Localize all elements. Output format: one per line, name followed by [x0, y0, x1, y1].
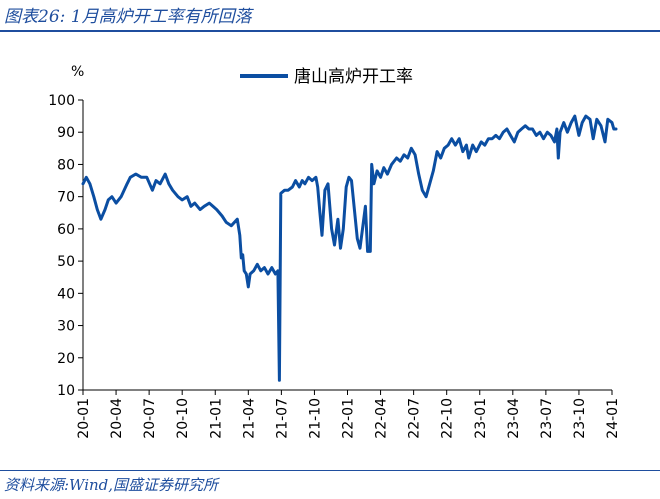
y-tick-label: 10	[57, 383, 75, 399]
x-tick-label: 24-01	[605, 398, 621, 439]
y-tick-label: 80	[57, 157, 75, 173]
x-tick-label: 22-01	[341, 398, 357, 439]
y-tick-label: 30	[57, 319, 75, 335]
source-note: 资料来源:Wind,国盛证券研究所	[4, 476, 219, 494]
legend: 唐山高炉开工率	[240, 66, 413, 87]
x-tick-label: 22-04	[374, 398, 390, 439]
y-tick-label: 40	[57, 286, 75, 302]
y-tick-label: 20	[57, 351, 75, 367]
x-tick-label: 22-10	[440, 398, 456, 439]
figure-title: 图表26: 1月高炉开工率有所回落	[4, 7, 252, 27]
series-layer	[81, 114, 618, 382]
axes	[78, 99, 613, 395]
x-tick-label: 20-10	[175, 398, 191, 439]
x-tick-label: 21-04	[241, 398, 257, 439]
y-tick-label: 100	[48, 93, 75, 109]
y-tick-label: 70	[57, 190, 75, 206]
y-tick-label: 60	[57, 222, 75, 238]
legend-label: 唐山高炉开工率	[294, 66, 413, 87]
y-tick-label: 50	[57, 254, 75, 270]
x-tick-label: 21-07	[274, 398, 290, 439]
x-tick-labels: 20-01 20-04 20-07 20-10 21-01 21-04 21-07 21-10…	[76, 398, 621, 439]
x-tick-label: 23-01	[473, 398, 489, 439]
x-tick-label: 21-10	[307, 398, 323, 439]
x-tick-label: 21-01	[208, 398, 224, 439]
x-tick-label: 20-01	[76, 398, 92, 439]
x-tick-label: 23-07	[539, 398, 555, 439]
bottom-rule	[0, 470, 660, 471]
y-axis-label: %	[71, 64, 84, 80]
y-tick-label: 90	[57, 125, 75, 141]
x-tick-label: 23-04	[506, 398, 522, 439]
x-tick-label: 20-04	[109, 398, 125, 439]
x-tick-label: 22-07	[407, 398, 423, 439]
series-line	[81, 114, 618, 382]
x-tick-label: 23-10	[572, 398, 588, 439]
y-tick-labels: 10 20 30 40 50 60 70 80 90 100	[48, 93, 75, 399]
x-tick-label: 20-07	[142, 398, 158, 439]
top-rule	[0, 30, 660, 32]
